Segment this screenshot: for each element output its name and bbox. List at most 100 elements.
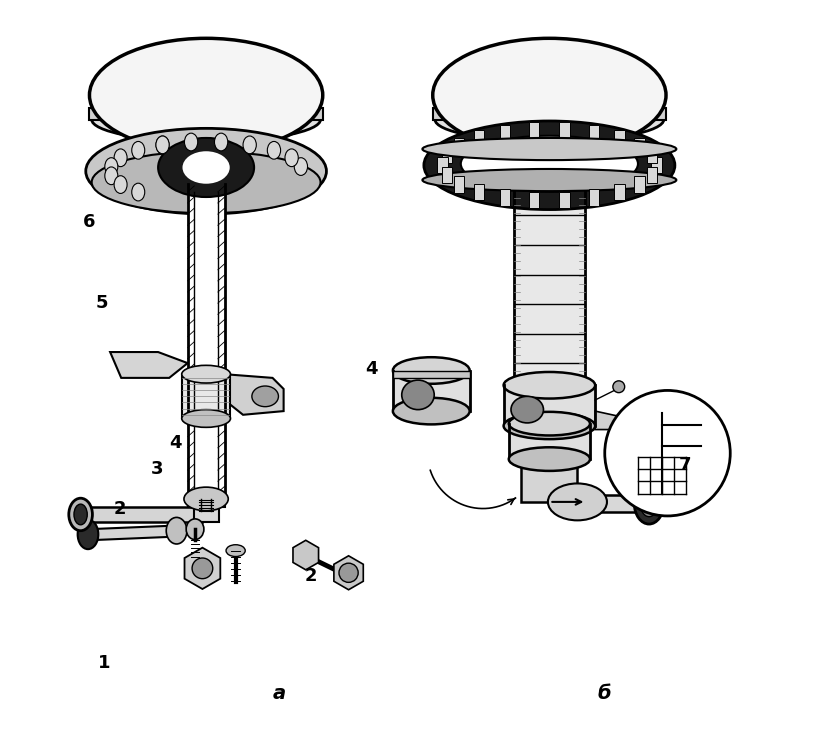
Bar xyxy=(529,122,539,139)
Text: 1: 1 xyxy=(97,654,110,672)
Polygon shape xyxy=(432,108,666,119)
Text: 5: 5 xyxy=(95,293,107,312)
Bar xyxy=(454,138,465,154)
Ellipse shape xyxy=(182,151,230,184)
Bar xyxy=(634,176,645,193)
Polygon shape xyxy=(521,459,577,502)
Polygon shape xyxy=(88,525,177,540)
Bar xyxy=(441,167,451,183)
Text: 4: 4 xyxy=(169,434,182,452)
Ellipse shape xyxy=(285,149,298,167)
Ellipse shape xyxy=(182,410,231,428)
Bar xyxy=(182,374,231,419)
Ellipse shape xyxy=(402,380,434,410)
Text: а: а xyxy=(272,684,286,703)
Ellipse shape xyxy=(156,136,169,153)
Ellipse shape xyxy=(641,490,658,516)
Bar xyxy=(614,184,625,200)
Ellipse shape xyxy=(77,519,98,549)
Bar xyxy=(560,192,570,208)
Ellipse shape xyxy=(432,39,666,152)
Bar xyxy=(589,125,599,142)
Text: 6: 6 xyxy=(82,213,95,230)
Bar xyxy=(509,424,590,459)
Text: б: б xyxy=(597,684,611,703)
Ellipse shape xyxy=(192,558,212,579)
Bar xyxy=(393,370,470,411)
Ellipse shape xyxy=(167,517,187,544)
Ellipse shape xyxy=(114,149,127,167)
Bar xyxy=(647,147,657,164)
Ellipse shape xyxy=(393,357,470,384)
Ellipse shape xyxy=(86,128,327,214)
Ellipse shape xyxy=(504,413,595,439)
Ellipse shape xyxy=(435,97,664,142)
Bar xyxy=(474,130,485,147)
Bar xyxy=(514,182,585,426)
Ellipse shape xyxy=(509,412,590,436)
Ellipse shape xyxy=(422,138,676,160)
Ellipse shape xyxy=(89,39,322,152)
Bar xyxy=(634,138,645,154)
Text: 7: 7 xyxy=(679,456,691,474)
Text: 3: 3 xyxy=(151,460,163,478)
Ellipse shape xyxy=(461,136,638,192)
Ellipse shape xyxy=(132,142,145,159)
Ellipse shape xyxy=(105,158,117,176)
Circle shape xyxy=(605,391,731,516)
Bar xyxy=(589,190,599,205)
Bar xyxy=(187,185,225,499)
Ellipse shape xyxy=(184,133,197,151)
Ellipse shape xyxy=(214,133,227,151)
Bar xyxy=(529,192,539,208)
Ellipse shape xyxy=(613,381,625,393)
Bar xyxy=(393,370,470,378)
Ellipse shape xyxy=(504,372,595,399)
Bar xyxy=(454,176,465,193)
Bar xyxy=(500,125,510,142)
Ellipse shape xyxy=(422,169,676,191)
Ellipse shape xyxy=(634,482,664,524)
Polygon shape xyxy=(225,374,283,415)
Bar xyxy=(474,184,485,200)
Ellipse shape xyxy=(184,487,228,511)
Ellipse shape xyxy=(339,563,358,582)
Ellipse shape xyxy=(92,97,321,142)
Bar xyxy=(560,122,570,139)
Bar xyxy=(500,190,510,205)
Bar xyxy=(647,167,657,183)
Bar xyxy=(504,385,595,426)
Text: 4: 4 xyxy=(365,360,377,378)
Ellipse shape xyxy=(114,176,127,193)
Ellipse shape xyxy=(509,448,590,471)
Ellipse shape xyxy=(393,398,470,425)
Ellipse shape xyxy=(424,121,675,210)
Ellipse shape xyxy=(156,136,169,153)
Polygon shape xyxy=(577,494,649,512)
Ellipse shape xyxy=(243,136,257,153)
Ellipse shape xyxy=(74,504,87,525)
Text: 2: 2 xyxy=(114,500,127,519)
Bar xyxy=(651,157,661,173)
Ellipse shape xyxy=(182,365,231,383)
Ellipse shape xyxy=(186,519,204,539)
Polygon shape xyxy=(110,352,187,378)
Ellipse shape xyxy=(252,386,278,407)
Polygon shape xyxy=(89,108,322,119)
Ellipse shape xyxy=(92,151,321,213)
Ellipse shape xyxy=(294,158,307,176)
Ellipse shape xyxy=(132,183,145,201)
Polygon shape xyxy=(595,411,640,430)
Ellipse shape xyxy=(105,167,117,185)
Polygon shape xyxy=(187,499,225,522)
Polygon shape xyxy=(81,507,202,522)
Bar xyxy=(614,130,625,147)
Text: 2: 2 xyxy=(304,567,317,585)
Ellipse shape xyxy=(69,498,92,531)
Ellipse shape xyxy=(226,545,245,556)
Bar xyxy=(441,147,451,164)
Ellipse shape xyxy=(548,483,607,520)
Ellipse shape xyxy=(158,138,254,197)
Bar xyxy=(437,157,447,173)
Ellipse shape xyxy=(267,142,281,159)
